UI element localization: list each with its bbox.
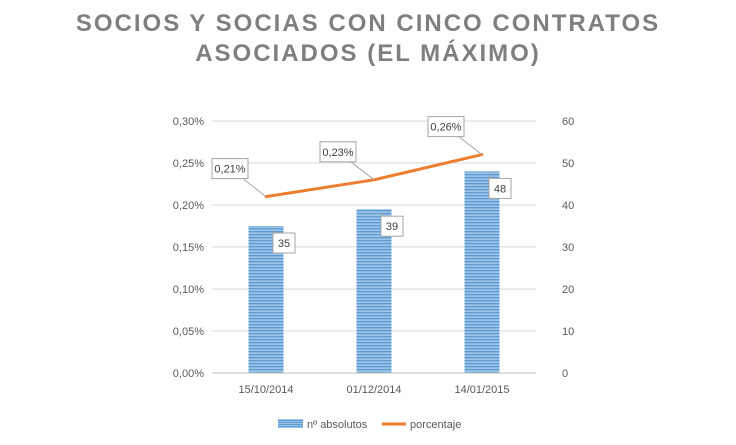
left-tick-label: 0,25% bbox=[173, 158, 204, 170]
left-axis: 0,00% 0,05% 0,10% 0,15% 0,20% 0,25% 0,30% bbox=[173, 116, 204, 380]
left-tick-label: 0,10% bbox=[173, 284, 204, 296]
chart-title-line-1: SOCIOS Y SOCIAS CON CINCO CONTRATOS bbox=[75, 10, 661, 37]
series-line bbox=[264, 153, 484, 199]
bar-data-label-box bbox=[272, 232, 296, 254]
right-tick-label: 40 bbox=[562, 200, 574, 212]
bar-data-label: 35 bbox=[278, 238, 290, 250]
bar-data-label: 48 bbox=[494, 183, 506, 195]
left-tick-label: 0,30% bbox=[173, 116, 204, 128]
line-data-label: 0,21% bbox=[214, 164, 245, 176]
data-labels: 0,21% 0,23% 0,26% 35 39 48 bbox=[211, 116, 512, 254]
right-tick-label: 10 bbox=[562, 326, 574, 338]
chart-title-line-2: ASOCIADOS (EL MÁXIMO) bbox=[195, 40, 541, 67]
line-data-label: 0,26% bbox=[430, 122, 461, 134]
bar-data-label-callout: 39 bbox=[379, 212, 404, 237]
legend: nº absolutos porcentaje bbox=[278, 419, 461, 431]
line-data-label-box bbox=[319, 141, 357, 163]
x-axis: 15/10/2014 01/12/2014 14/01/2015 bbox=[212, 372, 536, 396]
line-data-label: 0,23% bbox=[322, 147, 353, 159]
bar-data-label-callout: 35 bbox=[271, 229, 296, 254]
left-tick-label: 0,00% bbox=[173, 368, 204, 380]
line-data-label-callout: 0,23% bbox=[319, 141, 375, 181]
legend-label-line: porcentaje bbox=[410, 419, 461, 431]
bars-series bbox=[248, 171, 500, 373]
right-tick-label: 30 bbox=[562, 242, 574, 254]
bar-data-label: 39 bbox=[386, 221, 398, 233]
bar-data-label-box bbox=[380, 215, 404, 237]
line-series bbox=[264, 153, 484, 199]
line-data-label-callout: 0,26% bbox=[427, 116, 483, 155]
x-tick-label: 01/12/2014 bbox=[346, 384, 401, 396]
line-data-label-callout: 0,21% bbox=[211, 158, 267, 197]
bar-data-label-box bbox=[488, 177, 512, 199]
left-tick-label: 0,05% bbox=[173, 326, 204, 338]
right-tick-label: 50 bbox=[562, 158, 574, 170]
legend-swatch-bars bbox=[278, 419, 303, 428]
x-tick-label: 15/10/2014 bbox=[238, 384, 293, 396]
line-data-label-box bbox=[211, 158, 249, 180]
x-tick-label: 14/01/2015 bbox=[454, 384, 509, 396]
left-tick-label: 0,20% bbox=[173, 200, 204, 212]
right-tick-label: 0 bbox=[562, 368, 568, 380]
left-tick-label: 0,15% bbox=[173, 242, 204, 254]
right-tick-label: 20 bbox=[562, 284, 574, 296]
bar-data-label-callout: 48 bbox=[487, 175, 512, 199]
bar bbox=[464, 171, 500, 373]
line-data-label-box bbox=[427, 116, 465, 138]
right-axis: 0 10 20 30 40 50 60 bbox=[562, 116, 574, 380]
legend-label-bars: nº absolutos bbox=[307, 419, 368, 431]
right-tick-label: 60 bbox=[562, 116, 574, 128]
